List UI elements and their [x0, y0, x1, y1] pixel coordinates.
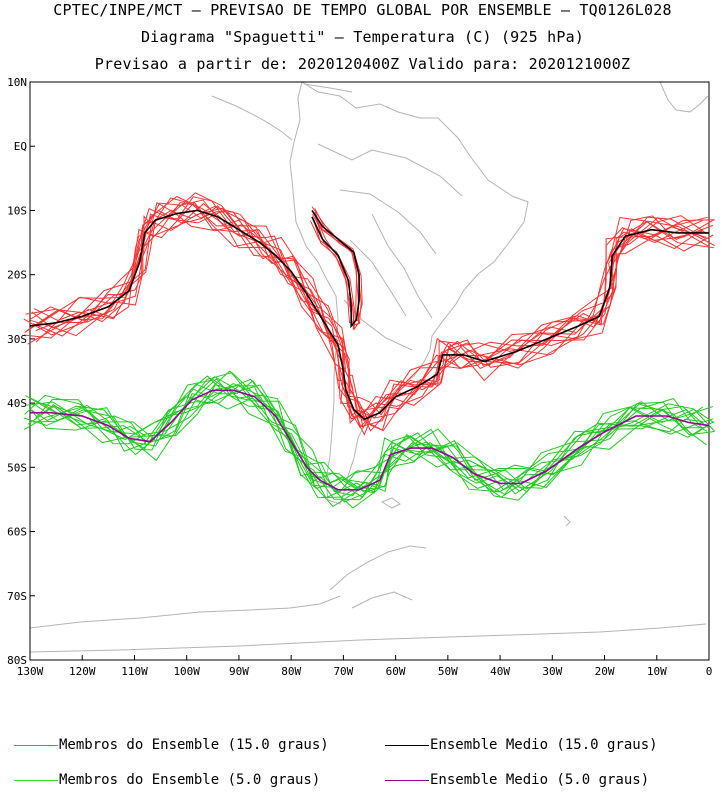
y-tick-label: 10S [7, 204, 27, 217]
member-line [24, 207, 714, 419]
x-tick-label: 20W [595, 665, 615, 678]
legend-label: Ensemble Medio (5.0 graus) [430, 772, 650, 788]
x-tick-label: 60W [386, 665, 406, 678]
member-line [23, 384, 715, 501]
y-tick-label: 30S [7, 333, 27, 346]
legend-label: Membros do Ensemble (5.0 graus) [59, 772, 321, 788]
member-line [314, 211, 362, 327]
x-tick-label: 0 [706, 665, 713, 678]
member-line [30, 209, 707, 436]
member-line [26, 376, 715, 493]
member-line [25, 195, 715, 429]
x-tick-label: 120W [69, 665, 96, 678]
x-tick-label: 10W [647, 665, 667, 678]
legend-label: Membros do Ensemble (15.0 graus) [59, 737, 329, 753]
y-tick-label: 80S [7, 654, 27, 667]
x-tick-label: 70W [333, 665, 353, 678]
y-tick-label: 50S [7, 461, 27, 474]
member-line [36, 202, 704, 432]
member-line [27, 203, 714, 432]
spaghetti-chart: 130W 120W 110W 100W 90W 80W 70W 60W 50W 40W 30W 20W… [7, 76, 716, 678]
member-line [25, 379, 716, 493]
x-tick-label: 110W [121, 665, 148, 678]
member-line [28, 375, 709, 492]
chart-title-line-1: CPTEC/INPE/MCT – PREVISAO DE TEMPO GLOBA… [53, 1, 672, 19]
x-tick-label: 100W [173, 665, 200, 678]
legend-swatch [14, 780, 58, 781]
member-line [26, 199, 715, 428]
chart-title-line-2: Diagrama "Spaguetti" – Temperatura (C) (… [140, 28, 585, 46]
legend-label: Ensemble Medio (15.0 graus) [430, 737, 658, 753]
x-tick-label: 40W [490, 665, 510, 678]
x-tick-label: 130W [17, 665, 44, 678]
member-line [312, 208, 360, 331]
member-line [32, 385, 709, 503]
x-tick-label: 30W [542, 665, 562, 678]
y-tick-label: 70S [7, 590, 27, 603]
y-tick-label: 60S [7, 526, 27, 539]
y-tick-label: EQ [14, 140, 27, 153]
ensemble-mean-line [311, 209, 360, 329]
plot-frame [29, 81, 710, 661]
y-tick-label: 20S [7, 269, 27, 282]
coastline-map [29, 81, 709, 653]
chart-title-line-3: Previsao a partir de: 2020120400Z Valido… [94, 55, 631, 73]
member-line [33, 380, 708, 499]
legend-swatch [385, 780, 429, 781]
member-line [31, 201, 706, 419]
ensemble-mean-line [29, 209, 709, 421]
y-tick-label: 40S [7, 397, 27, 410]
ensemble-mean-line [30, 389, 710, 491]
legend-swatch [385, 745, 429, 746]
member-line [28, 197, 708, 430]
y-tick-label: 10N [7, 76, 27, 89]
legend-swatch [14, 745, 58, 746]
x-tick-label: 50W [438, 665, 458, 678]
x-tick-label: 80W [281, 665, 301, 678]
x-tick-label: 90W [229, 665, 249, 678]
